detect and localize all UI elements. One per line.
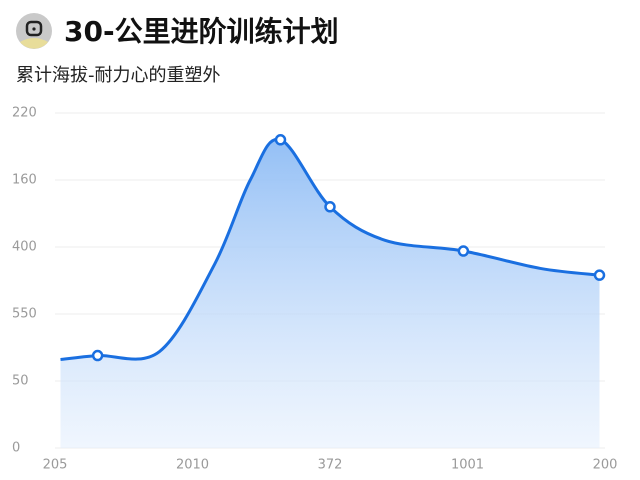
x-tick-label: 1001 <box>451 458 484 473</box>
y-tick-label: 160 <box>12 173 37 188</box>
point-marker <box>324 201 336 213</box>
y-tick-label: 0 <box>12 441 20 456</box>
y-tick-label: 220 <box>12 106 37 121</box>
x-tick-label: 200 <box>593 458 618 473</box>
y-tick-label: 50 <box>12 374 29 389</box>
chart-title: 30-公里进阶训练计划 <box>64 15 339 48</box>
y-tick-label: 550 <box>12 307 37 322</box>
x-tick-label: 205 <box>43 458 68 473</box>
point-marker <box>91 349 104 362</box>
y-tick-label: 400 <box>12 240 37 255</box>
avatar-icon <box>16 13 52 49</box>
point-marker <box>593 269 606 281</box>
x-tick-label: 2010 <box>176 458 209 473</box>
area-fill <box>60 139 600 448</box>
point-marker <box>274 134 287 146</box>
x-tick-label: 372 <box>318 458 343 473</box>
point-marker <box>457 245 470 257</box>
chart-subtitle: 累计海拔-耐力心的重塑外 <box>16 65 221 86</box>
